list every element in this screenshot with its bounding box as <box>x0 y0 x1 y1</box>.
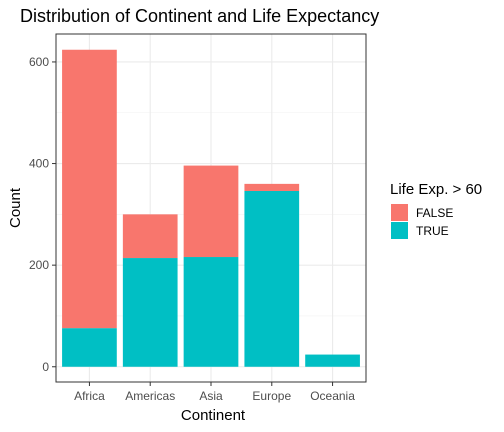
x-tick-label-africa: Africa <box>74 389 105 403</box>
x-axis-title: Continent <box>181 407 246 424</box>
bar-americas-false <box>122 214 178 259</box>
x-tick-label-americas: Americas <box>125 389 175 403</box>
x-tick-label-oceania: Oceania <box>310 389 355 403</box>
bar-asia-false <box>183 165 239 258</box>
bar-europe-true <box>244 190 300 367</box>
y-tick-label: 200 <box>29 258 49 272</box>
legend-label-true: TRUE <box>416 224 449 238</box>
x-axis: Africa Americas Asia Europe Oceania <box>74 382 355 403</box>
x-tick-label-europe: Europe <box>252 389 291 403</box>
bar-americas-true <box>122 258 178 367</box>
bar-europe-false <box>244 183 300 191</box>
legend-label-false: FALSE <box>416 206 453 220</box>
bar-oceania-true <box>305 354 360 367</box>
plot-panel <box>55 33 367 383</box>
x-tick-label-asia: Asia <box>199 389 223 403</box>
legend: Life Exp. > 60 FALSE TRUE <box>390 181 482 239</box>
chart-title: Distribution of Continent and Life Expec… <box>20 6 379 26</box>
bar-africa-false <box>62 49 117 329</box>
legend-items: FALSE TRUE <box>391 204 453 239</box>
y-tick-label: 400 <box>29 157 49 171</box>
legend-title: Life Exp. > 60 <box>390 181 482 198</box>
y-axis: 0 200 400 600 <box>29 55 56 374</box>
bars <box>62 49 360 367</box>
legend-key-false <box>391 204 408 221</box>
legend-key-true <box>391 222 408 239</box>
y-tick-label: 0 <box>42 360 49 374</box>
y-tick-label: 600 <box>29 55 49 69</box>
bar-africa-true <box>62 328 117 367</box>
y-axis-title: Count <box>7 187 24 228</box>
bar-asia-true <box>183 257 239 367</box>
